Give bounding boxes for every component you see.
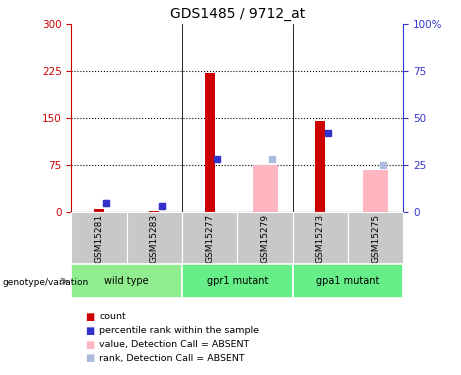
Bar — [315, 121, 325, 212]
Text: count: count — [99, 312, 126, 321]
Text: rank, Detection Call = ABSENT: rank, Detection Call = ABSENT — [99, 354, 245, 363]
Text: ■: ■ — [85, 326, 95, 336]
Text: GSM15283: GSM15283 — [150, 214, 159, 262]
Text: GSM15277: GSM15277 — [205, 214, 214, 262]
Text: gpa1 mutant: gpa1 mutant — [316, 276, 380, 286]
Bar — [363, 170, 388, 212]
Text: ■: ■ — [85, 340, 95, 350]
Bar — [293, 212, 348, 264]
Text: value, Detection Call = ABSENT: value, Detection Call = ABSENT — [99, 340, 249, 349]
Bar — [205, 73, 215, 212]
Bar — [182, 264, 293, 298]
Text: ■: ■ — [85, 354, 95, 363]
Text: GSM15279: GSM15279 — [260, 214, 270, 262]
Bar — [237, 212, 293, 264]
Text: GSM15273: GSM15273 — [316, 214, 325, 262]
Bar — [94, 209, 104, 212]
Text: ■: ■ — [85, 312, 95, 322]
Text: GSM15275: GSM15275 — [371, 214, 380, 262]
Text: GSM15281: GSM15281 — [95, 214, 104, 262]
Text: percentile rank within the sample: percentile rank within the sample — [99, 326, 259, 335]
Text: genotype/variation: genotype/variation — [2, 278, 89, 287]
Text: gpr1 mutant: gpr1 mutant — [207, 276, 268, 286]
Bar — [253, 165, 278, 212]
Bar — [71, 264, 182, 298]
Text: wild type: wild type — [105, 276, 149, 286]
Bar — [149, 211, 160, 212]
Title: GDS1485 / 9712_at: GDS1485 / 9712_at — [170, 7, 305, 21]
Bar — [293, 264, 403, 298]
Bar — [127, 212, 182, 264]
Bar — [348, 212, 403, 264]
Bar — [71, 212, 127, 264]
Bar — [182, 212, 237, 264]
